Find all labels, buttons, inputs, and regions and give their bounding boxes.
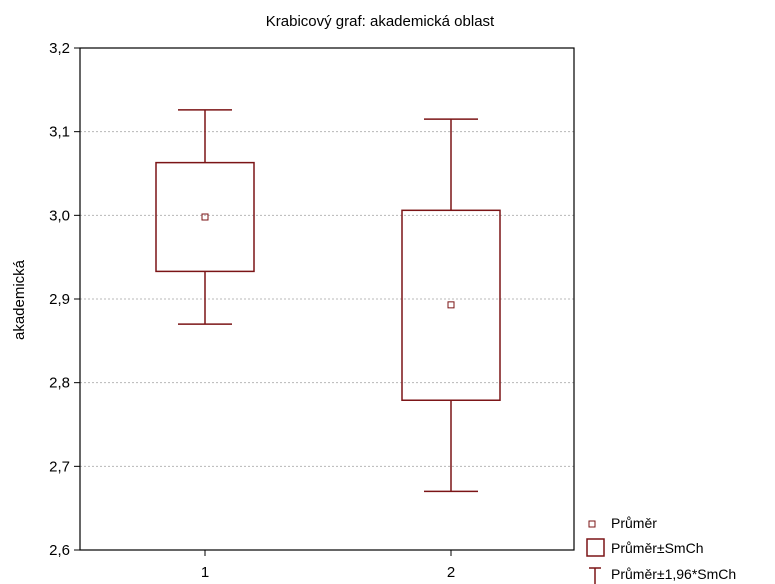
box-group-2 xyxy=(401,118,501,493)
legend-box-label: Průměr±SmCh xyxy=(611,540,703,556)
y-axis-label: akademická xyxy=(11,259,28,340)
box-group-1 xyxy=(155,109,255,325)
y-tick-label: 2,7 xyxy=(49,458,70,475)
legend: Průměr Průměr±SmCh Průměr±1,96*SmCh xyxy=(586,515,736,584)
y-tick-label: 2,8 xyxy=(49,375,70,392)
box-rect xyxy=(401,209,501,401)
y-tick-label: 3,2 xyxy=(49,40,70,57)
x-tick-label: 2 xyxy=(447,564,455,581)
y-axis-ticks: 2,6 2,7 2,8 2,9 3,0 3,1 3,2 xyxy=(49,40,80,559)
y-tick-label: 2,6 xyxy=(49,542,70,559)
boxes xyxy=(155,109,501,493)
legend-mean-marker-icon xyxy=(588,520,596,528)
legend-whisker-label: Průměr±1,96*SmCh xyxy=(611,566,736,582)
legend-box-marker-icon xyxy=(586,538,605,557)
mean-marker xyxy=(201,213,209,221)
y-tick-label: 3,0 xyxy=(49,207,70,224)
chart-title: Krabicový graf: akademická oblast xyxy=(266,13,495,30)
legend-whisker-marker-icon xyxy=(589,567,601,584)
box-rect xyxy=(155,161,255,273)
y-tick-label: 2,9 xyxy=(49,291,70,308)
legend-mean-label: Průměr xyxy=(611,515,657,531)
x-tick-label: 1 xyxy=(201,564,209,581)
mean-marker xyxy=(447,301,455,309)
y-tick-label: 3,1 xyxy=(49,124,70,141)
